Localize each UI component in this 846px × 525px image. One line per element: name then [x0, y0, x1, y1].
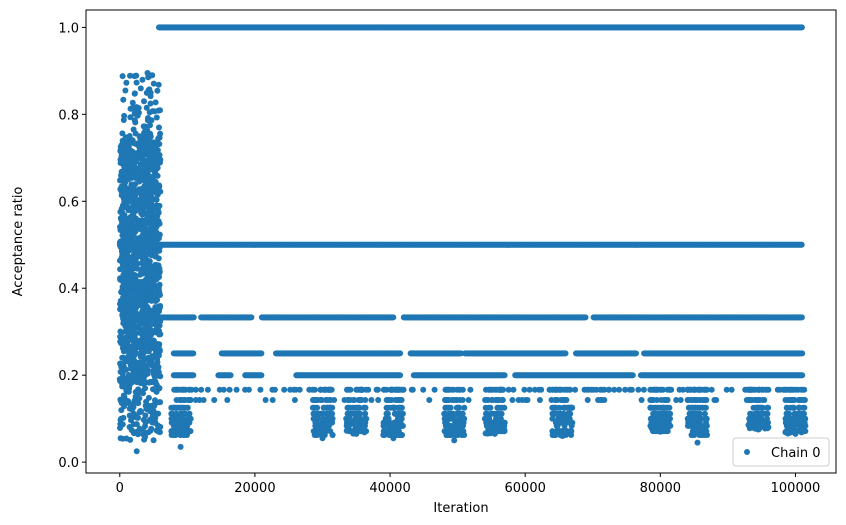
level-point [258, 350, 265, 357]
burn-in-point [156, 281, 163, 288]
burn-in-point [152, 99, 159, 106]
level-point [629, 372, 636, 379]
burn-in-point [120, 96, 127, 103]
level-point [562, 350, 569, 357]
burn-in-point [118, 205, 125, 212]
burn-in-point [123, 385, 130, 392]
level-point [397, 350, 404, 357]
level-point [633, 350, 639, 357]
burn-in-point [123, 366, 130, 373]
burn-in-point [142, 433, 149, 440]
burn-in-point [137, 266, 144, 273]
burn-in-point [123, 435, 130, 442]
level-point [390, 314, 397, 321]
level-point [258, 372, 265, 379]
burn-in-point [142, 322, 149, 329]
burn-in-point [127, 114, 134, 121]
burn-in-point [149, 284, 155, 291]
burn-in-point [130, 225, 137, 232]
burn-in-point [127, 401, 134, 408]
burn-in-point [155, 209, 162, 216]
burn-in-point [144, 343, 151, 350]
burn-in-point [137, 136, 144, 143]
burn-in-point [127, 72, 133, 79]
burn-in-point [138, 193, 145, 200]
level-point [798, 24, 805, 31]
burn-in-point [150, 80, 157, 87]
level-point [799, 350, 806, 357]
level-point [248, 314, 255, 321]
data-points [116, 24, 809, 455]
burn-in-point [123, 79, 130, 86]
burn-in-point [118, 247, 125, 254]
level-point [798, 314, 805, 321]
level-point [190, 314, 197, 321]
burn-in-point [154, 264, 161, 271]
level-point [397, 372, 404, 379]
level-point [798, 241, 805, 248]
burn-in-point [133, 108, 140, 115]
burn-in-point [150, 371, 157, 378]
burn-in-point [119, 130, 126, 137]
burn-in-point [119, 421, 126, 428]
burn-in-point [119, 73, 126, 80]
burn-in-point [149, 419, 155, 426]
burn-in-point [154, 87, 161, 94]
burn-in-point [137, 85, 144, 92]
burn-in-point [133, 79, 140, 86]
burn-in-point [144, 304, 151, 311]
burn-in-point [118, 415, 125, 422]
burn-in-point [155, 134, 162, 141]
level-point [190, 372, 197, 379]
burn-in-point [139, 308, 146, 315]
burn-in-point [130, 430, 137, 437]
burn-in-point [143, 418, 150, 425]
level-point [799, 372, 806, 379]
level-point [582, 314, 589, 321]
level-point [190, 350, 197, 357]
burn-in-point [140, 390, 146, 397]
burn-in-point [145, 87, 152, 94]
burn-in-point [139, 76, 146, 83]
level-point [227, 372, 234, 379]
burn-in-point [137, 285, 144, 292]
level-point [501, 372, 508, 379]
burn-in-point [153, 114, 160, 121]
burn-in-point [142, 402, 149, 409]
burn-in-point [117, 328, 124, 335]
